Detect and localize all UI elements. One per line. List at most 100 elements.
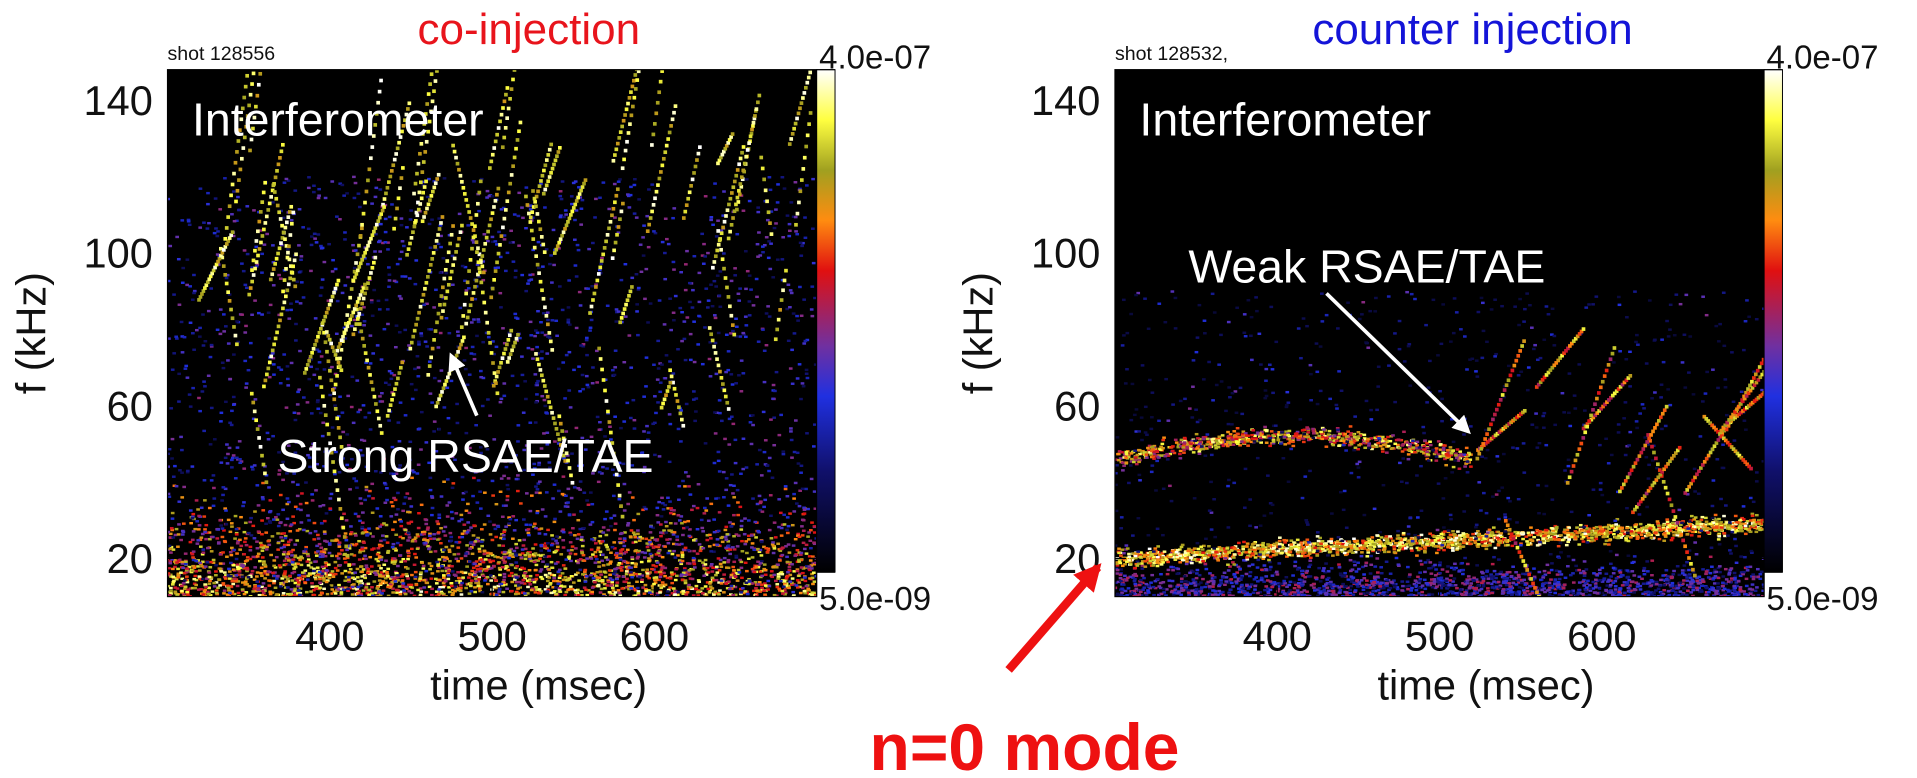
texture-pixel (458, 307, 462, 309)
texture-pixel (399, 525, 403, 527)
texture-pixel (218, 208, 222, 210)
texture-pixel (581, 374, 585, 376)
texture-pixel (394, 152, 398, 156)
texture-pixel (287, 559, 291, 561)
texture-pixel (618, 592, 622, 594)
texture-pixel (231, 583, 235, 585)
texture-pixel (554, 593, 558, 595)
texture-pixel (437, 346, 441, 348)
texture-pixel (510, 572, 514, 574)
texture-pixel (779, 512, 783, 514)
texture-pixel (618, 554, 622, 556)
texture-pixel (268, 584, 272, 586)
texture-pixel (410, 584, 414, 586)
texture-pixel (283, 181, 287, 183)
texture-pixel (525, 575, 529, 577)
texture-pixel (415, 213, 419, 217)
texture-pixel (553, 251, 557, 255)
texture-pixel (277, 366, 281, 368)
texture-pixel (418, 202, 422, 206)
texture-pixel (528, 569, 532, 571)
texture-pixel (782, 586, 786, 588)
texture-pixel (325, 575, 329, 577)
texture-pixel (514, 561, 518, 563)
texture-pixel (472, 543, 476, 545)
texture-pixel (193, 587, 197, 589)
texture-pixel (444, 580, 448, 582)
texture-pixel (464, 198, 468, 202)
texture-pixel (536, 380, 540, 382)
texture-pixel (683, 210, 687, 214)
texture-pixel (251, 570, 255, 572)
texture-pixel (725, 334, 729, 336)
texture-pixel (213, 232, 217, 234)
texture-pixel (462, 186, 466, 190)
texture-pixel (276, 204, 280, 208)
texture-pixel (731, 546, 735, 548)
texture-pixel (238, 539, 242, 541)
texture-pixel (528, 422, 532, 424)
texture-pixel (502, 382, 506, 384)
texture-pixel (752, 304, 756, 306)
texture-pixel (687, 549, 691, 551)
texture-pixel (582, 554, 586, 556)
texture-pixel (772, 384, 776, 386)
texture-pixel (235, 457, 239, 459)
texture-pixel (788, 566, 792, 568)
texture-pixel (332, 397, 336, 401)
texture-pixel (693, 566, 697, 568)
texture-pixel (334, 561, 338, 563)
texture-pixel (538, 532, 542, 534)
texture-pixel (352, 563, 356, 565)
texture-pixel (632, 519, 636, 521)
texture-pixel (659, 576, 663, 578)
texture-pixel (711, 577, 715, 579)
texture-pixel (561, 539, 565, 541)
texture-pixel (407, 555, 411, 557)
texture-pixel (684, 289, 688, 291)
texture-pixel (794, 482, 798, 484)
texture-pixel (714, 254, 718, 258)
texture-pixel (517, 584, 521, 586)
texture-pixel (235, 320, 239, 322)
texture-pixel (369, 570, 373, 572)
texture-pixel (629, 571, 633, 573)
texture-pixel (234, 515, 238, 517)
texture-pixel (224, 457, 228, 459)
texture-pixel (522, 574, 526, 576)
texture-pixel (680, 311, 684, 313)
texture-pixel (438, 579, 442, 581)
texture-pixel (333, 404, 337, 406)
texture-pixel (199, 545, 203, 547)
texture-pixel (230, 213, 234, 215)
texture-pixel (247, 532, 251, 534)
texture-pixel (580, 551, 584, 553)
texture-pixel (795, 117, 799, 121)
texture-pixel (492, 524, 496, 526)
texture-pixel (252, 209, 256, 211)
texture-pixel (244, 522, 248, 524)
texture-pixel (441, 556, 445, 558)
texture-pixel (425, 539, 429, 541)
texture-pixel (322, 504, 326, 506)
texture-pixel (400, 176, 404, 180)
texture-pixel (390, 169, 394, 173)
texture-pixel (727, 544, 731, 546)
texture-pixel (437, 513, 441, 515)
texture-pixel (554, 159, 558, 163)
texture-pixel (395, 591, 399, 593)
texture-pixel (781, 554, 785, 556)
texture-pixel (803, 548, 807, 550)
texture-pixel (654, 571, 658, 573)
texture-pixel (748, 300, 752, 302)
texture-pixel (286, 378, 290, 380)
texture-pixel (731, 492, 735, 494)
texture-pixel (320, 592, 324, 594)
texture-pixel (456, 422, 460, 424)
texture-pixel (466, 384, 470, 386)
texture-pixel (594, 561, 598, 563)
texture-pixel (766, 305, 770, 307)
texture-pixel (688, 569, 692, 571)
texture-pixel (715, 235, 719, 237)
texture-pixel (495, 133, 499, 137)
